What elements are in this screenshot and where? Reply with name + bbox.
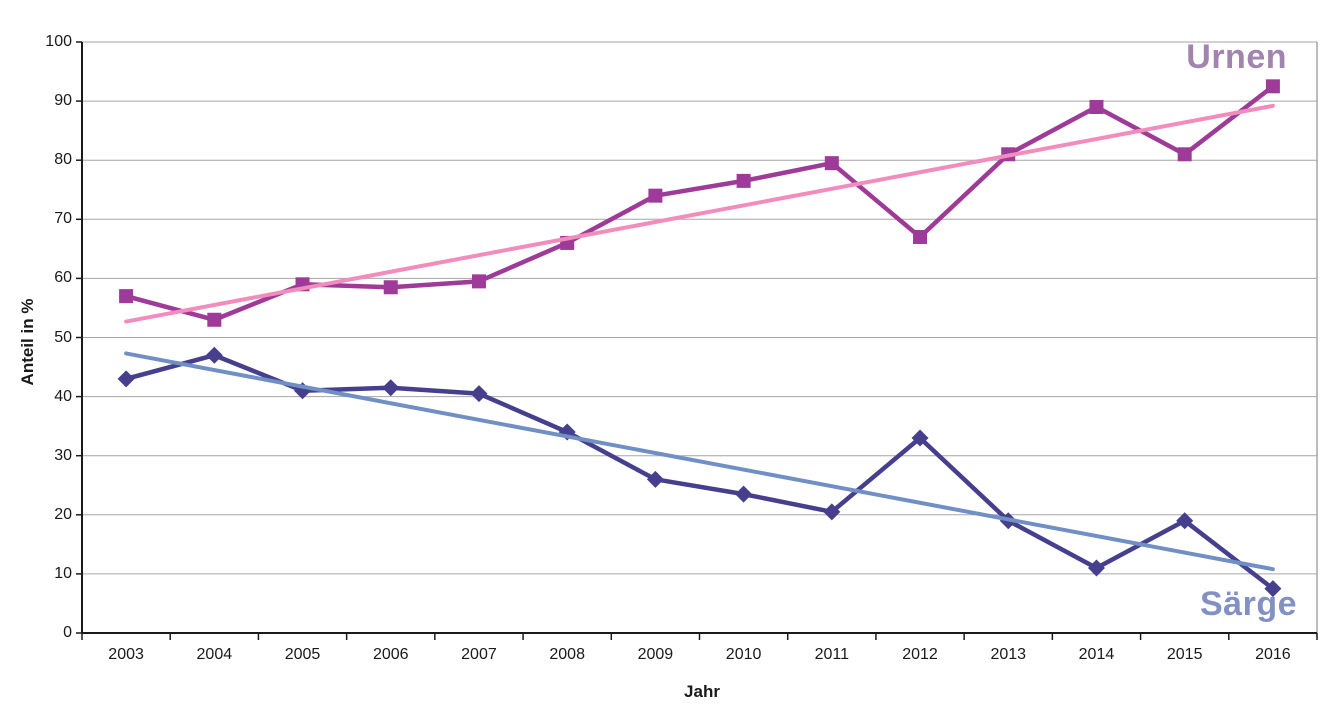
series-label-saerge: Särge (1200, 585, 1297, 623)
trendline-urnen (124, 103, 1275, 324)
marker-diamond-2007 (470, 385, 488, 403)
marker-diamond-2015 (1176, 512, 1194, 530)
marker-square-2015 (1177, 147, 1192, 162)
marker-diamond-2009 (646, 470, 664, 488)
x-tick-label-2015: 2015 (1166, 646, 1203, 663)
x-tick-label-2003: 2003 (108, 646, 144, 663)
y-tick-label-80: 80 (54, 151, 72, 169)
trendline-särge (124, 351, 1275, 572)
marker-square-2009 (648, 188, 663, 203)
marker-diamond-2003 (117, 370, 135, 388)
x-tick-label-2008: 2008 (549, 646, 585, 663)
y-tick-label-90: 90 (54, 92, 72, 110)
y-tick-label-10: 10 (54, 564, 72, 582)
x-tick-label-2004: 2004 (196, 646, 233, 663)
y-tick-label-60: 60 (54, 269, 72, 287)
marker-diamond-2010 (735, 485, 753, 503)
x-tick-label-2011: 2011 (814, 646, 850, 663)
marker-diamond-2006 (382, 379, 400, 397)
x-tick-label-2014: 2014 (1078, 646, 1115, 663)
marker-square-2010 (736, 173, 751, 188)
x-tick-label-2016: 2016 (1255, 646, 1291, 663)
marker-diamond-2011 (823, 503, 841, 521)
marker-square-2007 (471, 274, 486, 289)
marker-square-2012 (913, 230, 928, 245)
marker-square-2006 (383, 280, 398, 295)
y-tick-label-20: 20 (54, 505, 72, 523)
marker-diamond-2014 (1087, 559, 1105, 577)
marker-square-2011 (824, 156, 839, 171)
y-tick-label-70: 70 (54, 210, 72, 228)
x-tick-label-2010: 2010 (725, 646, 762, 663)
y-tick-label-40: 40 (54, 387, 72, 405)
series-label-urnen: Urnen (1186, 38, 1287, 76)
marker-square-2016 (1265, 79, 1280, 94)
marker-square-2014 (1089, 100, 1104, 115)
marker-diamond-2012 (911, 429, 929, 447)
y-tick-label-50: 50 (54, 328, 72, 346)
y-tick-label-100: 100 (45, 33, 72, 50)
y-tick-label-0: 0 (63, 624, 72, 641)
x-axis-title: Jahr (684, 682, 720, 701)
marker-square-2003 (119, 289, 134, 304)
x-tick-label-2006: 2006 (372, 646, 409, 663)
marker-diamond-2004 (205, 346, 223, 364)
x-tick-label-2007: 2007 (461, 646, 497, 663)
marker-diamond-2016 (1264, 580, 1282, 598)
marker-square-2004 (207, 312, 222, 327)
x-tick-label-2005: 2005 (284, 646, 321, 663)
x-tick-label-2009: 2009 (637, 646, 674, 663)
y-tick-label-30: 30 (54, 446, 72, 464)
x-tick-label-2012: 2012 (902, 646, 938, 663)
x-tick-label-2013: 2013 (990, 646, 1027, 663)
